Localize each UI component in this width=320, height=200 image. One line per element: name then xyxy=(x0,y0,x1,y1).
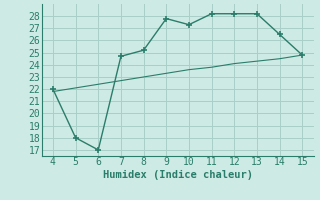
X-axis label: Humidex (Indice chaleur): Humidex (Indice chaleur) xyxy=(103,170,252,180)
